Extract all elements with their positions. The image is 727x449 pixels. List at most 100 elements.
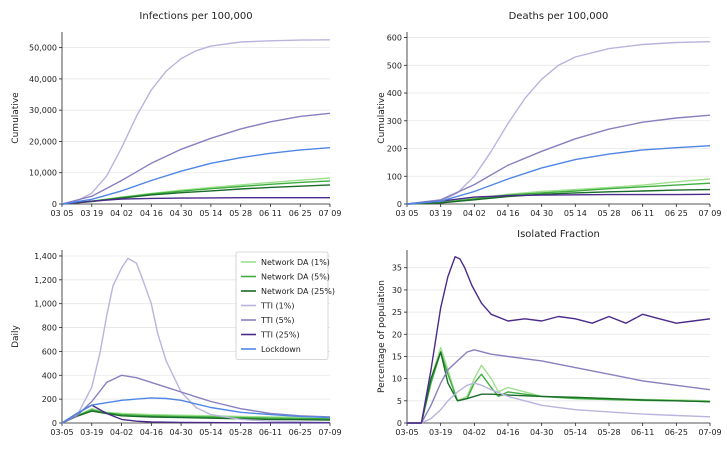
series-line-tti-25 — [406, 193, 711, 205]
x-tick-label: 06-25 — [665, 428, 688, 437]
series-line-tti-5 — [406, 114, 711, 205]
x-tick-label: 04 30 — [530, 209, 553, 218]
x-tick-label: 05 28 — [598, 209, 621, 218]
x-tick-label: 04-16 — [140, 428, 163, 437]
x-tick-label: 07 09 — [699, 209, 722, 218]
y-tick-label: 100 — [387, 172, 402, 181]
series-line-lockdown — [406, 145, 711, 205]
series-line-tti-1 — [406, 41, 711, 205]
x-tick-label: 05 28 — [229, 209, 252, 218]
y-tick-label: 10 — [392, 375, 402, 384]
y-tick-label: 25 — [392, 308, 402, 317]
series-line-tti-1 — [61, 257, 331, 424]
x-tick-label: 04-30 — [169, 428, 192, 437]
panel-daily: 0 200 400 600 800 1,000 1,200 1,400 03-05 03-19 04… — [11, 250, 342, 437]
series-line-network-da-5 — [407, 351, 711, 424]
y-tick-label: 30,000 — [29, 106, 57, 115]
series-line-network-da-5 — [61, 409, 331, 424]
legend-label: Lockdown — [261, 345, 301, 354]
y-tick-label: 500 — [387, 61, 402, 70]
legend-box — [235, 251, 329, 360]
series-line-tti-1 — [61, 39, 331, 205]
y-tick-label: 20,000 — [29, 137, 57, 146]
x-tick-label: 04 30 — [170, 209, 193, 218]
x-tick-label: 06 11 — [259, 209, 282, 218]
x-tick-label: 03-05 — [50, 428, 73, 437]
y-tick-label: 50,000 — [29, 44, 57, 53]
x-tick-label: 04 16 — [497, 209, 520, 218]
x-tick-label: 05 14 — [199, 209, 222, 218]
y-tick-label: 1,200 — [34, 276, 57, 285]
x-tick-label: 04-16 — [496, 428, 519, 437]
x-tick-label: 05-14 — [199, 428, 222, 437]
x-tick-label: 05-14 — [564, 428, 587, 437]
y-tick-label: 400 — [387, 89, 402, 98]
x-tick-label: 05-28 — [229, 428, 252, 437]
series-line-tti-25 — [407, 256, 711, 424]
y-tick-label: 1,000 — [34, 300, 57, 309]
x-tick-label: 03-05 — [395, 428, 418, 437]
series-line-network-da-25 — [406, 188, 711, 205]
x-tick-label: 06-25 — [289, 428, 312, 437]
series-line-network-da-25 — [61, 184, 331, 205]
legend-label: TTI (1%) — [260, 302, 294, 311]
x-tick-label: 06-11 — [259, 428, 282, 437]
x-tick-label: 03 19 — [429, 209, 452, 218]
series-line-tti-1 — [407, 382, 711, 424]
y-tick-label: 40,000 — [29, 75, 57, 84]
x-tick-label: 06 11 — [631, 209, 654, 218]
series-line-tti-5 — [61, 112, 331, 205]
x-tick-label: 05 14 — [564, 209, 587, 218]
x-tick-label: 03 05 — [51, 209, 74, 218]
x-tick-label: 04-02 — [110, 428, 133, 437]
y-tick-label: 15 — [392, 352, 402, 361]
chart-title: Isolated Fraction — [517, 229, 600, 240]
x-tick-label: 03-19 — [80, 428, 103, 437]
y-tick-label: 10,000 — [29, 169, 57, 178]
y-tick-label: 400 — [42, 371, 57, 380]
x-tick-label: 06 25 — [289, 209, 312, 218]
x-tick-label: 03 19 — [80, 209, 103, 218]
series-line-tti-25 — [61, 196, 330, 205]
panel-isolated-fraction: 0 5 10 15 20 25 30 35 03-05 03-19 04-02 04-16 04-30 0… — [377, 229, 722, 437]
x-tick-label: 07 09 — [319, 209, 342, 218]
panel-infections: 0 10,000 20,000 30,000 40,000 50,000 03 05 03 1… — [11, 11, 341, 218]
legend-label: TTI (25%) — [260, 331, 300, 340]
y-tick-label: 30 — [392, 286, 402, 295]
y-tick-label: 0 — [52, 419, 57, 428]
y-axis-label: Cumulative — [11, 92, 21, 144]
y-tick-label: 35 — [392, 264, 402, 273]
series-line-lockdown — [61, 147, 331, 205]
y-tick-label: 300 — [387, 117, 402, 126]
legend-label: Network DA (25%) — [261, 287, 335, 296]
y-tick-label: 800 — [42, 324, 57, 333]
y-tick-label: 200 — [387, 145, 402, 154]
x-tick-label: 04 16 — [140, 209, 163, 218]
x-tick-label: 03 05 — [396, 209, 419, 218]
x-tick-label: 06 25 — [665, 209, 688, 218]
x-tick-label: 05-28 — [597, 428, 620, 437]
y-axis-label: Cumulative — [377, 92, 387, 144]
series-line-lockdown — [61, 397, 331, 424]
x-tick-label: 04 02 — [463, 209, 486, 218]
y-tick-label: 200 — [42, 395, 57, 404]
legend-label: Network DA (1%) — [261, 258, 330, 267]
x-tick-label: 06-11 — [631, 428, 654, 437]
panel-deaths: 0 100 200 300 400 500 600 03 05 03 19 04 02 04 16 0… — [377, 11, 721, 218]
y-tick-label: 1,400 — [34, 252, 57, 261]
series-line-tti-5 — [407, 349, 711, 424]
y-tick-label: 5 — [397, 397, 402, 406]
x-tick-label: 03-19 — [429, 428, 452, 437]
chart-title: Infections per 100,000 — [139, 11, 252, 22]
series-line-network-da-25 — [61, 410, 331, 424]
y-tick-label: 0 — [52, 200, 57, 209]
x-tick-label: 04-02 — [463, 428, 486, 437]
x-tick-label: 04-30 — [530, 428, 553, 437]
x-tick-label: 07-09 — [698, 428, 721, 437]
y-tick-label: 600 — [42, 347, 57, 356]
x-tick-label: 07-09 — [318, 428, 341, 437]
series-line-network-da-1 — [61, 408, 330, 424]
legend-label: Network DA (5%) — [261, 273, 330, 282]
series-line-network-da-25 — [407, 351, 711, 424]
